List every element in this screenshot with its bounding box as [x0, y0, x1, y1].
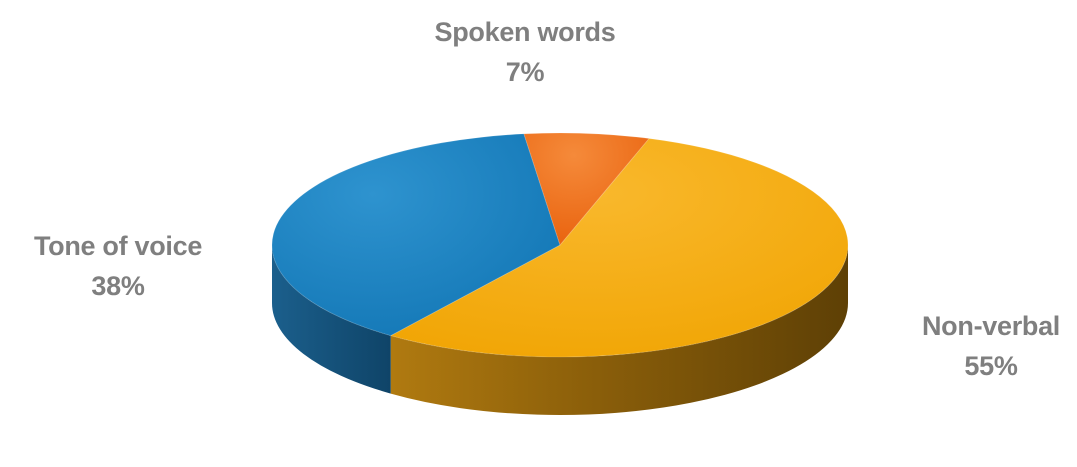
- pie-slice-spoken-words: [523, 132, 650, 247]
- slice-name: Spoken words: [434, 17, 616, 47]
- slice-name: Non-verbal: [921, 311, 1061, 341]
- pie-slice-non-verbal: [389, 137, 849, 358]
- pie-top-layer: [271, 132, 849, 358]
- slice-label-tone-of-voice: Tone of voice 38%: [6, 226, 230, 306]
- pie-slice-tone-of-voice: [271, 133, 561, 337]
- slice-percent: 38%: [91, 271, 145, 301]
- pie-side-non-verbal: [390, 245, 848, 415]
- slice-label-spoken-words: Spoken words 7%: [400, 12, 650, 92]
- slice-label-non-verbal: Non-verbal 55%: [906, 306, 1076, 386]
- slice-percent: 7%: [505, 57, 545, 87]
- pie-side-layer: [272, 245, 848, 415]
- slice-percent: 55%: [964, 351, 1018, 381]
- pie-side-tone-of-voice: [272, 245, 391, 394]
- slice-name: Tone of voice: [33, 231, 203, 261]
